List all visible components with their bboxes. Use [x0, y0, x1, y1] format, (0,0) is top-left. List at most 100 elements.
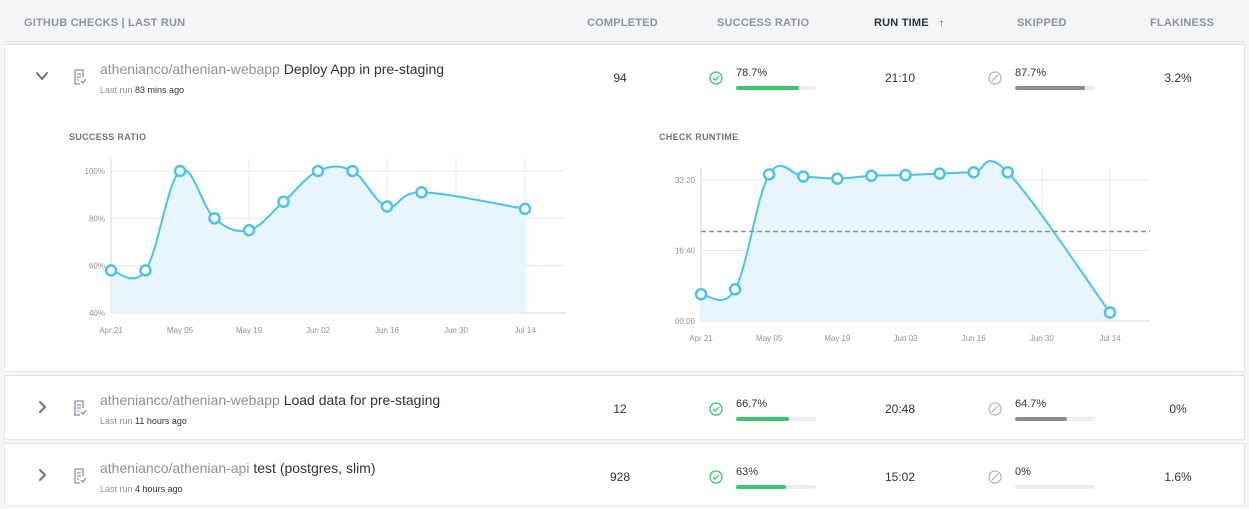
data-point: [415, 186, 428, 199]
last-run-value: 4 hours ago: [135, 484, 183, 494]
data-point: [518, 202, 532, 216]
table-row[interactable]: athenianco/athenian-webapp Load data for…: [4, 375, 1245, 440]
success-ratio-fill: [736, 86, 799, 90]
data-point: [865, 169, 878, 183]
check-title[interactable]: athenianco/athenian-webapp Deploy App in…: [100, 61, 444, 77]
x-tick-label: Jun 02: [893, 334, 918, 343]
x-tick-label: Jul 14: [514, 326, 536, 335]
header-completed[interactable]: COMPLETED: [587, 17, 658, 29]
completed-count: 94: [613, 71, 627, 85]
x-tick-label: May 19: [236, 326, 263, 335]
y-tick-label: 80%: [89, 214, 105, 223]
success-ratio-bar: [736, 86, 816, 90]
table-row[interactable]: athenianco/athenian-api test (postgres, …: [4, 443, 1245, 506]
x-tick-label: May 19: [824, 334, 851, 343]
data-point: [694, 287, 708, 301]
skipped-value: 0%: [1015, 466, 1031, 478]
x-tick-label: May 05: [756, 334, 783, 343]
skipped-circle-icon: [988, 402, 1002, 416]
check-name: test (postgres, slim): [253, 460, 376, 476]
check-title[interactable]: athenianco/athenian-api test (postgres, …: [100, 460, 376, 476]
chevron-right-icon[interactable]: [35, 468, 49, 482]
skipped-bar: [1015, 485, 1095, 489]
header-success-ratio[interactable]: SUCCESS RATIO: [717, 17, 810, 29]
success-ratio: 66.7%: [709, 398, 819, 424]
x-tick-label: Jun 30: [444, 326, 469, 335]
skipped-value: 87.7%: [1015, 67, 1047, 79]
skipped-bar: [1015, 417, 1095, 421]
check-circle-icon: [709, 71, 723, 85]
success-ratio-value: 66.7%: [736, 398, 768, 410]
checklist-doc-icon: [74, 468, 87, 484]
last-run-value: 11 hours ago: [135, 416, 187, 426]
data-point: [173, 164, 187, 178]
chart-title: SUCCESS RATIO: [69, 132, 147, 142]
success-ratio-chart: SUCCESS RATIO 40% 60% 80% 100% Apr 21 May 05 M…: [55, 125, 575, 355]
header-skipped[interactable]: SKIPPED: [1017, 17, 1067, 29]
repo-name: athenianco/athenian-webapp: [100, 61, 280, 77]
data-point: [831, 172, 844, 185]
run-time-value: 20:48: [884, 402, 916, 416]
success-ratio-bar: [736, 485, 816, 489]
table-row[interactable]: athenianco/athenian-webapp Deploy App in…: [4, 44, 1245, 372]
sort-ascending-icon: ↑: [938, 18, 944, 29]
check-name: Load data for pre-staging: [283, 392, 441, 408]
header-run-time[interactable]: RUN TIME ↑: [874, 17, 944, 29]
chevron-down-icon[interactable]: [35, 69, 49, 83]
success-ratio: 63%: [709, 466, 819, 492]
y-tick-label: 100%: [85, 167, 105, 176]
success-ratio-value: 63%: [736, 466, 759, 478]
skipped-circle-icon: [988, 71, 1002, 85]
repo-name: athenianco/athenian-webapp: [100, 392, 280, 408]
skipped-ratio: 87.7%: [988, 67, 1098, 93]
x-tick-label: Jun 02: [306, 326, 331, 335]
header-flakiness[interactable]: FLAKINESS: [1150, 17, 1215, 29]
data-point: [139, 264, 152, 277]
skipped-ratio: 64.7%: [988, 398, 1098, 424]
x-tick-label: Jul 14: [1099, 334, 1121, 343]
series-area: [701, 160, 1110, 321]
header-title: GITHUB CHECKS | LAST RUN: [24, 17, 186, 29]
checklist-doc-icon: [74, 69, 87, 85]
check-runtime-chart: CHECK RUNTIME 00:00 16:40 33:20 Apr 21 May 0…: [645, 125, 1165, 355]
skipped-fill: [1015, 417, 1067, 421]
check-runtime-chart-svg: 00:00 16:40 33:20 Apr 21 May 05 May 19 Jun 02 J…: [675, 159, 1150, 343]
last-run: Last run 11 hours ago: [100, 416, 187, 426]
flakiness-value: 3.2%: [1164, 71, 1192, 85]
last-run-value: 83 mins ago: [135, 85, 185, 95]
x-tick-label: May 05: [167, 326, 194, 335]
success-ratio-fill: [736, 417, 790, 421]
skipped-circle-icon: [988, 470, 1002, 484]
data-point: [1001, 165, 1014, 179]
completed-count: 928: [609, 470, 631, 484]
skipped-fill: [1015, 86, 1086, 90]
x-tick-label: Apr 21: [689, 334, 713, 343]
data-point: [380, 200, 394, 213]
last-run-label: Last run: [100, 484, 133, 494]
last-run-label: Last run: [100, 416, 133, 426]
success-ratio: 78.7%: [709, 67, 819, 93]
series-area: [111, 166, 525, 313]
y-tick-label: 00:00: [675, 317, 696, 326]
last-run: Last run 83 mins ago: [100, 85, 184, 95]
success-ratio-fill: [736, 485, 787, 489]
x-tick-label: Jun 16: [962, 334, 987, 343]
skipped-ratio: 0%: [988, 466, 1098, 492]
skipped-bar: [1015, 86, 1095, 90]
success-ratio-chart-svg: 40% 60% 80% 100% Apr 21 May 05 May 19 Jun 02 Jun…: [85, 159, 565, 335]
flakiness-value: 1.6%: [1164, 470, 1192, 484]
check-title[interactable]: athenianco/athenian-webapp Load data for…: [100, 392, 440, 408]
data-point: [728, 283, 742, 296]
data-point: [967, 165, 980, 179]
table-header: GITHUB CHECKS | LAST RUN COMPLETED SUCCE…: [4, 4, 1245, 42]
chevron-right-icon[interactable]: [35, 400, 49, 414]
success-ratio-value: 78.7%: [736, 67, 768, 79]
skipped-value: 64.7%: [1015, 398, 1047, 410]
check-circle-icon: [709, 402, 723, 416]
x-tick-label: Apr 21: [99, 326, 123, 335]
chart-title: CHECK RUNTIME: [659, 132, 739, 142]
success-ratio-bar: [736, 417, 816, 421]
last-run: Last run 4 hours ago: [100, 484, 183, 494]
flakiness-value: 0%: [1169, 402, 1187, 416]
repo-name: athenianco/athenian-api: [100, 460, 250, 476]
